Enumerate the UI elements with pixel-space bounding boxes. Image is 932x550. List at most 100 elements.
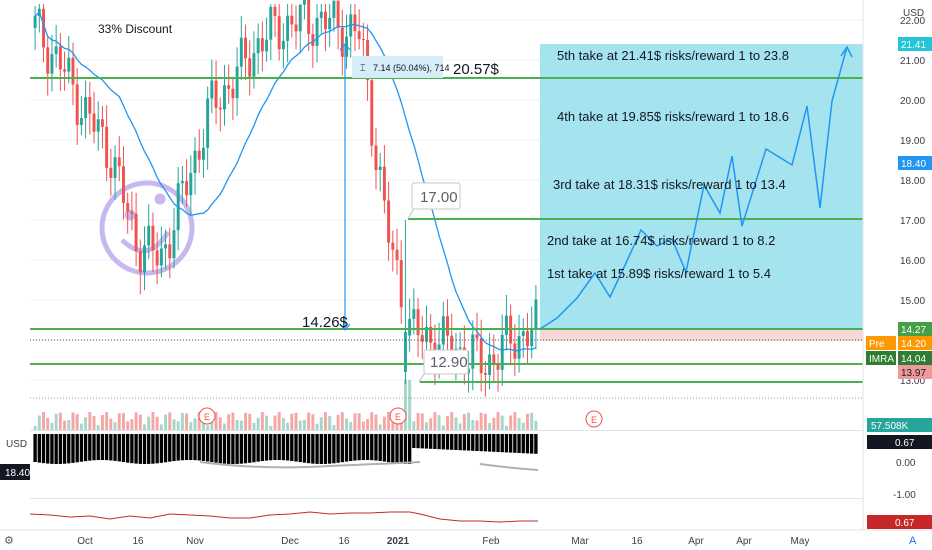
volume-bar: [155, 416, 159, 430]
candle-body: [210, 80, 214, 99]
candle-body: [113, 157, 117, 178]
histogram-bar: [260, 434, 265, 462]
histogram-bar: [521, 434, 525, 454]
candle-body: [446, 316, 449, 336]
volume-bar: [521, 422, 525, 430]
volume-bar: [273, 415, 277, 430]
price-badge: [866, 351, 896, 365]
candle-body: [429, 326, 433, 343]
earnings-marker-3[interactable]: E: [585, 410, 603, 428]
candle-body: [458, 347, 462, 349]
candle-body: [467, 368, 471, 374]
volume-bar: [361, 421, 365, 430]
take-4-label: 4th take at 19.85$ risks/reward 1 to 18.…: [557, 109, 789, 124]
measure-tool[interactable]: ⌶ 7.14 (50.04%), 714: [339, 43, 450, 331]
histogram-bar: [441, 434, 445, 450]
volume-bar: [256, 417, 260, 430]
candle-body: [155, 250, 159, 266]
level-20-57-label: 20.57$: [453, 61, 500, 78]
volume-bar: [374, 414, 378, 430]
volume-bar: [319, 417, 323, 430]
histogram-bar: [147, 434, 151, 464]
callout-17[interactable]: 17.00: [407, 182, 461, 220]
histogram-bar: [130, 434, 134, 464]
volume-bar: [248, 413, 252, 430]
price-badge: [898, 156, 932, 170]
histogram-bar: [239, 434, 243, 464]
candle-body: [130, 211, 134, 214]
histogram-bar: [96, 434, 100, 461]
histogram-bar: [155, 434, 159, 464]
candle-body: [517, 336, 521, 359]
earnings-marker-1[interactable]: E: [198, 407, 216, 425]
histogram-bar: [163, 434, 168, 463]
candle-body: [475, 334, 479, 339]
candle-body: [408, 318, 412, 336]
candle-body: [231, 88, 235, 99]
earnings-marker-2[interactable]: E: [389, 407, 407, 425]
histogram-bar: [382, 434, 387, 462]
histogram-bar: [88, 434, 92, 461]
histogram-bar: [214, 434, 218, 463]
auto-scale-icon[interactable]: A: [909, 535, 917, 547]
volume-bar: [46, 417, 50, 430]
histogram-bar: [33, 434, 37, 462]
candle-body: [319, 11, 323, 18]
histogram-bar: [328, 434, 332, 464]
histogram-bar: [445, 434, 450, 450]
volume-bar: [117, 413, 121, 430]
histogram-bar: [365, 434, 370, 461]
histogram-bar: [487, 434, 492, 452]
moving-average-line: [34, 11, 537, 352]
histogram-bar: [416, 434, 420, 449]
oscillator-badge-label: 0.67: [895, 518, 915, 529]
volume-bar: [458, 423, 462, 430]
candle-body: [67, 57, 71, 72]
volume-bar: [475, 420, 479, 430]
histogram-bar: [290, 434, 294, 461]
volume-bar: [138, 414, 142, 430]
price-badge-label: IMRA: [869, 354, 894, 365]
candle-body: [403, 332, 407, 372]
histogram-bar: [189, 434, 193, 461]
histogram-bar: [433, 434, 437, 449]
currency-label[interactable]: USD: [903, 8, 924, 19]
volume-bar: [488, 423, 492, 430]
candle-body: [260, 38, 264, 52]
histogram-bar: [197, 434, 201, 461]
price-badge-label: Pre: [869, 339, 885, 350]
candle-body: [239, 37, 243, 67]
histogram-bar: [62, 434, 67, 464]
time-tick: 16: [631, 536, 643, 547]
volume-bar: [345, 418, 348, 430]
discount-label: 33% Discount: [98, 22, 173, 36]
volume-bar: [231, 412, 235, 430]
left-value-badge-label: 18.40: [5, 468, 30, 479]
histogram-bar: [54, 434, 58, 464]
time-tick: Apr: [736, 536, 752, 547]
volume-bar: [509, 415, 513, 430]
volume-bar: [180, 413, 184, 430]
histogram-bar: [210, 434, 214, 463]
histogram-bar: [243, 434, 248, 464]
volume-bar: [517, 418, 521, 430]
timezone-icon[interactable]: ⚙: [4, 535, 14, 547]
time-tick: Dec: [281, 536, 299, 547]
histogram-bar: [403, 434, 408, 464]
time-tick: Mar: [571, 536, 589, 547]
callout-12-90[interactable]: 12.90: [418, 349, 469, 383]
volume-bar: [526, 413, 529, 430]
volume-bar: [370, 412, 374, 430]
candle-body: [492, 354, 496, 365]
volume-bar: [210, 416, 214, 430]
volume-bar: [277, 412, 281, 430]
volume-bar: [252, 422, 256, 430]
histogram-bar: [336, 434, 340, 463]
indicator-tick-zero: 0.00: [896, 458, 916, 469]
histogram-bar: [168, 434, 172, 462]
volume-bar: [79, 423, 83, 430]
volume-bar: [483, 413, 487, 430]
volume-bar: [244, 412, 247, 430]
candle-body: [302, 0, 306, 5]
